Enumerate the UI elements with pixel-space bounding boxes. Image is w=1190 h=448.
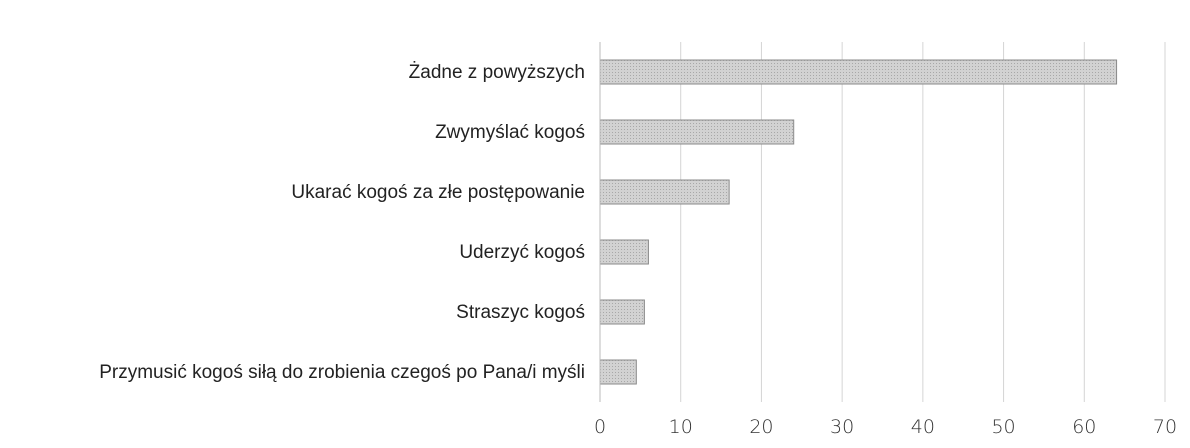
y-tick-label: Ukarać kogoś za złe postępowanie xyxy=(291,181,585,203)
y-tick-label: Zwymyślać kogoś xyxy=(435,121,585,143)
y-tick-label: Żadne z powyższych xyxy=(408,61,585,83)
x-tick-label: 10 xyxy=(669,416,693,438)
bar xyxy=(599,299,645,325)
bar xyxy=(599,359,637,385)
x-tick-label: 30 xyxy=(830,416,854,438)
y-tick-label-box: Straszyc kogoś xyxy=(15,301,585,324)
y-tick-label: Straszyc kogoś xyxy=(456,301,585,323)
bar xyxy=(599,59,1118,85)
x-tick-label: 60 xyxy=(1072,416,1096,438)
x-tick-label: 20 xyxy=(749,416,773,438)
y-tick-label: Uderzyć kogoś xyxy=(459,241,585,263)
x-tick-label: 70 xyxy=(1153,416,1177,438)
x-tick-label: 40 xyxy=(911,416,935,438)
x-tick-label: 0 xyxy=(594,416,606,438)
y-tick-label-box: Ukarać kogoś za złe postępowanie xyxy=(15,181,585,204)
y-tick-label-box: Uderzyć kogoś xyxy=(15,241,585,264)
bar xyxy=(599,179,730,205)
bar xyxy=(599,119,795,145)
y-tick-label: Przymusić kogoś siłą do zrobienia czegoś… xyxy=(99,361,585,383)
y-tick-label-box: Żadne z powyższych xyxy=(15,61,585,84)
x-tick-label: 50 xyxy=(991,416,1015,438)
y-tick-label-box: Zwymyślać kogoś xyxy=(15,121,585,144)
y-tick-label-box: Przymusić kogoś siłą do zrobienia czegoś… xyxy=(15,361,585,384)
bar xyxy=(599,239,649,265)
